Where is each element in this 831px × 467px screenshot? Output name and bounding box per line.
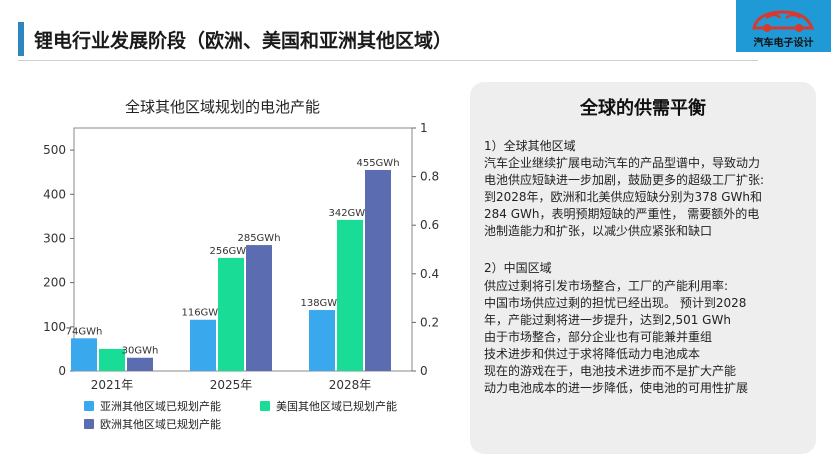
legend-label-asia: 亚洲其他区域已规划产能: [100, 400, 221, 413]
bar-series-2-1: [246, 245, 272, 371]
y-tick-label: 400: [43, 187, 66, 201]
data-label: 74GWh: [66, 326, 103, 337]
data-label: 116GWh: [181, 308, 224, 319]
bar-series-0-0: [71, 338, 97, 371]
data-label: 455GWh: [356, 158, 399, 169]
section2-line: 中国市场供应过剩的担忧已经出现。 预计到2028: [484, 296, 747, 310]
legend-item-asia: 亚洲其他区域已规划产能: [84, 398, 221, 414]
y2-tick-label: 0.2: [420, 315, 439, 329]
x-tick-label: 2021年: [91, 378, 134, 392]
section2-line: 现在的游戏在于，电池技术进步而不是扩大产能: [484, 364, 737, 378]
bar-series-1-2: [337, 219, 363, 371]
section2-line: 年，产能过剩将进一步提升，达到2,501 GWh: [484, 313, 731, 327]
logo-text: 汽车电子设计: [753, 38, 814, 49]
section2-line: 技术进步和供过于求将降低动力电池成本: [484, 347, 701, 361]
data-label: 256GWh: [209, 246, 252, 257]
section2-heading: 2）中国区域: [484, 261, 552, 275]
y2-tick-label: 1: [420, 121, 428, 135]
bar-series-2-2: [365, 169, 391, 371]
y-tick-label: 100: [43, 320, 66, 334]
section2-line: 动力电池成本的进一步降低，使电池的可用性扩展: [484, 381, 749, 395]
data-label: 138GWh: [300, 298, 343, 309]
bar-series-0-2: [309, 310, 335, 371]
section1-line: 到2028年，欧洲和北美供应短缺分别为378 GWh和: [484, 190, 763, 204]
y2-tick-label: 0: [420, 364, 428, 378]
y-tick-label: 0: [58, 364, 66, 378]
y2-tick-label: 0.8: [420, 170, 439, 184]
legend-swatch-asia: [84, 401, 94, 411]
legend-label-europe: 欧洲其他区域已规划产能: [100, 418, 221, 431]
car-logo-icon: [752, 10, 815, 32]
brand-logo: 汽车电子设计: [736, 0, 831, 52]
y2-tick-label: 0.6: [420, 218, 439, 232]
page-title: 锂电行业发展阶段（欧洲、美国和亚洲其他区域）: [34, 30, 453, 52]
bar-chart: 0 100 200 300 400 500 0 0.2 0.4 0.6 0.8 1 2021年 2025年…: [43, 121, 439, 392]
bar-series-2-0: [127, 357, 153, 371]
legend-swatch-usa: [260, 401, 270, 411]
bar-series-1-0: [99, 348, 125, 371]
section2-line: 由于市场整合，部分企业也有可能兼并重组: [484, 330, 713, 344]
legend-swatch-europe: [84, 419, 94, 429]
section1-heading: 1）全球其他区域: [484, 139, 576, 153]
y2-tick-label: 0.4: [420, 267, 439, 281]
data-label: 342GWh: [328, 208, 371, 219]
section1-line: 汽车企业继续扩展电动汽车的产品型谱中，导致动力: [484, 156, 761, 170]
title-accent-bar: [18, 22, 24, 56]
bar-series-1-1: [218, 257, 244, 371]
data-label: 30GWh: [122, 346, 159, 357]
legend-item-usa: 美国其他区域已规划产能: [260, 398, 397, 414]
section1-line: 电池供应短缺进一步加剧，鼓励更多的超级工厂扩张:: [484, 173, 765, 187]
data-label: 285GWh: [237, 233, 280, 244]
supply-demand-panel: 全球的供需平衡 1）全球其他区域 汽车企业继续扩展电动汽车的产品型谱中，导致动力…: [470, 82, 816, 454]
section1-line: 池制造能力和扩张，以减少供应紧张和缺口: [484, 224, 713, 238]
chart-title: 全球其他区域规划的电池产能: [125, 98, 321, 116]
section2-line: 供应过剩将引发市场整合，工厂的产能利用率:: [484, 279, 729, 293]
x-tick-label: 2025年: [210, 378, 253, 392]
legend-item-europe: 欧洲其他区域已规划产能: [84, 416, 221, 432]
y-tick-label: 200: [43, 276, 66, 290]
chart-container: 0 100 200 300 400 500 0 0.2 0.4 0.6 0.8 1 2021年 2025年…: [10, 76, 450, 466]
legend-label-usa: 美国其他区域已规划产能: [276, 400, 397, 413]
y-tick-label: 500: [43, 143, 66, 157]
y-tick-label: 300: [43, 231, 66, 245]
title-divider: [18, 60, 758, 61]
section1-line: 284 GWh，表明预期短缺的严重性， 需要额外的电: [484, 207, 760, 221]
bar-series-0-1: [190, 319, 216, 371]
panel-title: 全球的供需平衡: [580, 98, 706, 119]
x-tick-label: 2028年: [329, 378, 372, 392]
